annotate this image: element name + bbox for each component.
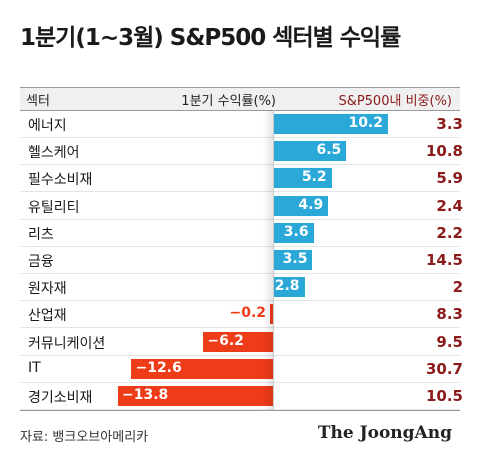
- row-divider: [20, 137, 460, 138]
- weight-value: 5.9: [436, 169, 463, 188]
- return-bar: [273, 222, 314, 243]
- table-row: 산업재 −0.2 8.3: [20, 301, 463, 329]
- return-bar: [273, 168, 332, 189]
- table-row: 커뮤니케이션 −6.2 9.5: [20, 329, 463, 356]
- chart-title: 1분기(1~3월) S&P500 섹터별 수익률: [20, 25, 401, 51]
- sector-label: 필수소비재: [28, 172, 93, 189]
- header-return: 1분기 수익률(%): [181, 94, 276, 109]
- weight-value: 10.5: [425, 387, 463, 405]
- sector-label: 산업재: [28, 308, 67, 325]
- sector-label: 커뮤니케이션: [28, 335, 106, 352]
- header-sector: 섹터: [26, 94, 50, 109]
- sector-label: 경기소비재: [28, 390, 93, 406]
- return-value-label: −6.2: [207, 332, 244, 349]
- sector-label: 금융: [28, 254, 54, 270]
- table-row: 헬스케어 6.5 10.8: [20, 138, 463, 166]
- row-divider: [20, 191, 460, 193]
- row-divider: [20, 381, 460, 383]
- return-bar: [273, 250, 313, 270]
- table-row: 리츠 3.6 2.2: [20, 220, 463, 247]
- return-value-label: 3.5: [282, 251, 308, 267]
- return-bar: [273, 141, 347, 162]
- sector-label: IT: [28, 359, 41, 376]
- table-row: 유틸리티 4.9 2.4: [20, 193, 463, 220]
- table-row: 금융 3.5 14.5: [20, 247, 463, 274]
- sector-label: 유틸리티: [28, 199, 80, 216]
- table-row: IT −12.6 30.7: [20, 356, 463, 383]
- table-row: 경기소비재 −13.8 10.5: [20, 383, 463, 410]
- row-divider: [20, 409, 460, 410]
- row-divider: [20, 245, 460, 247]
- brand-logo: The JoongAng: [317, 423, 452, 443]
- return-value-label: −13.8: [122, 387, 169, 403]
- return-value-label: −12.6: [135, 359, 182, 376]
- return-value-label: 6.5: [316, 142, 342, 159]
- return-value-label: 3.6: [283, 223, 309, 240]
- table-row: 원자재 2.8 2: [20, 274, 463, 302]
- return-bar: [118, 386, 273, 406]
- row-divider: [20, 164, 460, 166]
- return-bar: [273, 195, 329, 216]
- footer-rule: [20, 410, 460, 411]
- weight-value: 14.5: [425, 251, 463, 269]
- return-bar: [273, 114, 388, 134]
- header-band: [20, 88, 460, 110]
- return-value-label: 2.8: [274, 278, 300, 295]
- source-note: 자료: 뱅크오브아메리카: [20, 430, 149, 445]
- weight-value: 2.2: [436, 223, 463, 242]
- header-weight: S&P500내 비중(%): [338, 94, 452, 109]
- row-divider: [20, 300, 460, 302]
- sector-label: 원자재: [28, 281, 67, 298]
- sector-label: 에너지: [28, 118, 67, 134]
- weight-value: 3.3: [436, 115, 463, 133]
- table-row: 에너지 10.2 3.3: [20, 111, 463, 138]
- weight-value: 30.7: [425, 359, 463, 378]
- weight-value: 8.3: [436, 305, 463, 324]
- axis-shadow: [262, 110, 274, 410]
- weight-value: 2: [452, 278, 463, 297]
- row-divider: [20, 354, 460, 356]
- header-bottom-rule: [20, 110, 460, 111]
- return-value-label: 5.2: [301, 169, 327, 186]
- return-bar: [131, 358, 273, 379]
- row-divider: [20, 273, 460, 274]
- return-value-label: 4.9: [298, 196, 324, 213]
- weight-value: 9.5: [436, 332, 463, 351]
- zero-axis: [273, 110, 274, 410]
- return-bar: [273, 277, 305, 298]
- row-divider: [20, 327, 460, 329]
- return-value-label: 10.2: [348, 115, 383, 131]
- weight-value: 2.4: [436, 196, 463, 215]
- table-row: 필수소비재 5.2 5.9: [20, 165, 463, 193]
- sector-label: 리츠: [28, 226, 54, 243]
- weight-value: 10.8: [425, 142, 463, 161]
- header-top-rule: [20, 87, 460, 88]
- return-bar: [203, 331, 273, 352]
- return-value-label: −0.2: [229, 305, 266, 322]
- row-divider: [20, 218, 460, 220]
- return-bar: [270, 304, 273, 325]
- sector-label: 헬스케어: [28, 145, 80, 162]
